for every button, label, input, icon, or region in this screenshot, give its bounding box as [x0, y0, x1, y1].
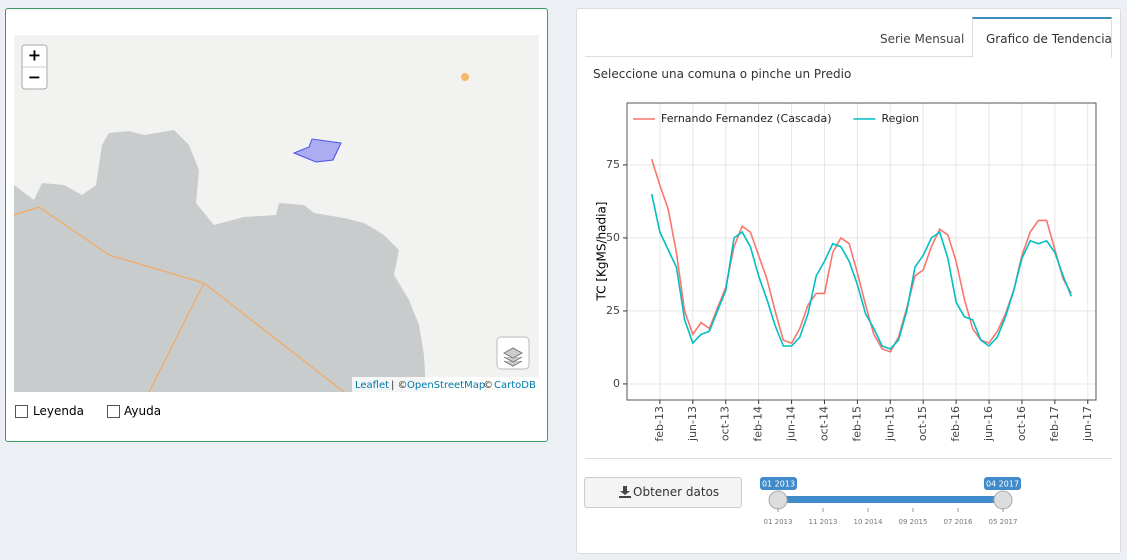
checkbox-label: Leyenda: [33, 404, 84, 418]
attribution-link[interactable]: CartoDB: [494, 380, 536, 391]
y-tick-label: 0: [613, 377, 620, 390]
zoom-in[interactable]: +: [28, 46, 41, 65]
x-tick-label: jun-14: [785, 406, 798, 442]
legend-label: Region: [882, 112, 920, 125]
slider-tick-label: 11 2013: [809, 518, 838, 526]
y-tick-label: 75: [606, 158, 620, 171]
checkbox-label: Ayuda: [124, 404, 162, 418]
x-tick-label: feb-14: [752, 406, 765, 442]
attribution-text: | ©: [391, 380, 408, 391]
plot-border: [626, 102, 1097, 401]
slider-badge: [984, 477, 1021, 490]
plot-background: [627, 103, 1096, 400]
x-tick-label: feb-15: [850, 406, 863, 442]
map-predio[interactable]: [292, 138, 342, 163]
slider-from: 01 2013: [762, 480, 795, 489]
y-tick-label: 25: [606, 304, 620, 317]
layers-icon: [502, 347, 524, 367]
x-tick-label: jun-13: [686, 406, 699, 442]
slider-badge: [760, 477, 797, 490]
download-icon: [619, 486, 631, 498]
tab-label: Grafico de Tendencia: [986, 32, 1112, 46]
checkbox[interactable]: [107, 405, 120, 418]
attribution-text: ©: [483, 380, 493, 391]
map-point[interactable]: [461, 73, 469, 81]
active-tab[interactable]: [972, 17, 1112, 58]
slider-tick-label: 09 2015: [899, 518, 928, 526]
slider-to: 04 2017: [986, 480, 1019, 489]
x-tick-label: oct-14: [817, 406, 830, 441]
prompt: Seleccione una comuna o pinche un Predio: [593, 67, 852, 81]
attribution-link[interactable]: Leaflet: [355, 380, 389, 391]
x-tick-label: oct-13: [719, 406, 732, 441]
attribution-box: [352, 377, 539, 392]
x-tick-label: jun-15: [883, 406, 896, 442]
y-tick-label: 50: [606, 231, 620, 244]
tab-line: [585, 56, 1110, 57]
slider-tick-label: 05 2017: [989, 518, 1018, 526]
tab[interactable]: Serie Mensual: [880, 32, 965, 46]
x-tick-label: feb-16: [949, 406, 962, 442]
download-button[interactable]: [584, 477, 742, 508]
x-tick-label: feb-17: [1048, 406, 1061, 442]
slider-handle[interactable]: [993, 490, 1013, 510]
download-label: Obtener datos: [633, 485, 720, 499]
x-tick-label: jun-17: [1081, 406, 1094, 442]
x-tick-label: jun-16: [982, 406, 995, 442]
series-line: [650, 158, 1072, 353]
x-tick-label: oct-16: [1015, 406, 1028, 441]
attribution-link[interactable]: OpenStreetMap: [407, 380, 485, 391]
x-tick-label: feb-13: [653, 406, 666, 442]
slider-tick-label: 01 2013: [764, 518, 793, 526]
legend-label: Fernando Fernandez (Cascada): [661, 112, 832, 125]
zoom-out[interactable]: −: [28, 68, 41, 87]
y-axis-label: TC [KgMS/hadia]: [595, 202, 609, 302]
series-line: [650, 193, 1073, 350]
x-tick-label: oct-15: [916, 406, 929, 441]
map-boundary: [14, 206, 345, 392]
checkbox[interactable]: [15, 405, 28, 418]
map[interactable]: + − Leaflet | © OpenStreetMap © CartoDB: [14, 35, 539, 392]
map-water: [14, 130, 426, 392]
chart: TC [KgMS/hadia] 0 25 50 75 feb-13 jun-13 oct-1…: [595, 102, 1097, 442]
separator: [585, 458, 1112, 459]
slider-tick-label: 10 2014: [854, 518, 883, 526]
slider-handle[interactable]: [768, 490, 788, 510]
slider-bar: [778, 496, 1003, 503]
slider-tick-label: 07 2016: [944, 518, 973, 526]
range-slider[interactable]: 01 2013 04 2017 01 2013 11 2013 10 2014 09 …: [750, 470, 1040, 530]
